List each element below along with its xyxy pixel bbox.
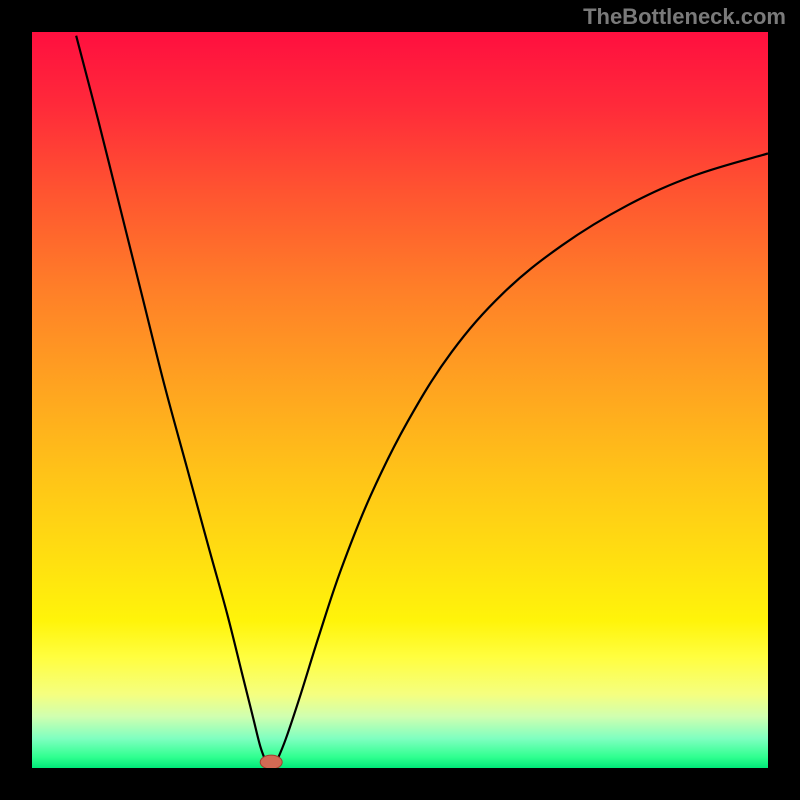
watermark-text: TheBottleneck.com xyxy=(583,4,786,30)
minimum-marker xyxy=(260,755,282,768)
plot-area xyxy=(32,32,768,768)
chart-frame: TheBottleneck.com xyxy=(0,0,800,800)
gradient-background xyxy=(32,32,768,768)
